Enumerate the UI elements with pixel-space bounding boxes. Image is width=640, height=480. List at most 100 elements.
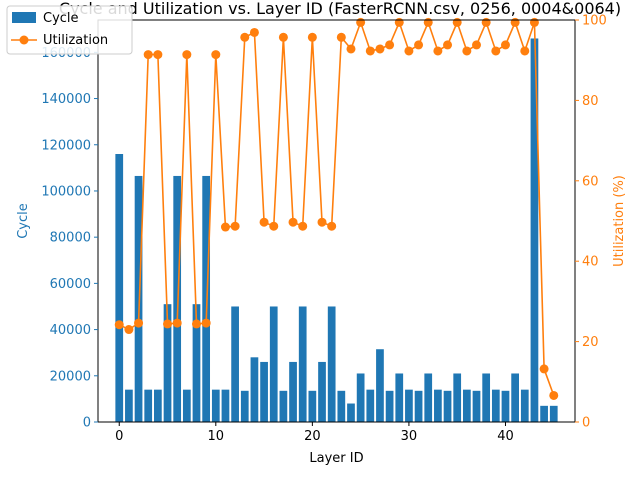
x-tick-label-30: 30 xyxy=(401,429,418,444)
utilization-point-28 xyxy=(385,40,395,50)
utilization-point-29 xyxy=(394,17,404,27)
y-right-tick-label-60: 60 xyxy=(582,174,599,189)
utilization-point-5 xyxy=(163,319,173,329)
utilization-point-12 xyxy=(230,221,240,231)
utilization-point-7 xyxy=(182,50,192,60)
utilization-point-6 xyxy=(172,318,182,328)
utilization-point-23 xyxy=(336,32,346,42)
bar-1 xyxy=(125,389,133,422)
x-tick-label-10: 10 xyxy=(208,429,225,444)
chart-title: Cycle and Utilization vs. Layer ID (Fast… xyxy=(59,0,621,18)
bar-16 xyxy=(269,306,278,422)
utilization-point-42 xyxy=(520,46,530,56)
bar-6 xyxy=(173,175,182,422)
axes: 0 10 20 30 40 0 20000 40000 60000 80000 100000 1200… xyxy=(16,14,627,467)
utilization-point-34 xyxy=(443,40,453,50)
bar-7 xyxy=(182,389,191,422)
bar-44 xyxy=(540,405,548,422)
x-tick-label-0: 0 xyxy=(115,429,123,444)
bar-45 xyxy=(549,405,558,422)
bar-11 xyxy=(221,389,230,422)
utilization-point-37 xyxy=(472,40,482,50)
bar-24 xyxy=(347,403,355,422)
utilization-point-21 xyxy=(317,217,327,227)
utilization-point-2 xyxy=(134,318,144,328)
bar-0 xyxy=(115,154,124,422)
utilization-point-1 xyxy=(124,325,134,335)
bar-41 xyxy=(511,373,519,422)
utilization-point-24 xyxy=(346,44,356,54)
utilization-point-18 xyxy=(288,217,298,227)
y-left-tick-label-40000: 40000 xyxy=(50,323,91,338)
bar-32 xyxy=(424,373,433,422)
y-left-tick-label-120000: 120000 xyxy=(41,138,91,153)
utilization-point-41 xyxy=(510,17,520,27)
bar-33 xyxy=(434,389,442,422)
y-left-tick-label-140000: 140000 xyxy=(41,92,91,107)
bar-37 xyxy=(472,390,481,422)
bar-29 xyxy=(395,373,404,422)
legend-label-utilization: Utilization xyxy=(43,33,108,48)
legend-box xyxy=(6,5,133,55)
bar-42 xyxy=(520,389,529,422)
bar-22 xyxy=(327,306,336,422)
utilization-point-13 xyxy=(240,32,250,42)
utilization-point-16 xyxy=(269,221,279,231)
plot-frame xyxy=(97,19,576,423)
bar-20 xyxy=(308,390,317,422)
legend-swatch-cycle xyxy=(12,12,36,23)
utilization-point-10 xyxy=(211,50,221,60)
bar-23 xyxy=(337,390,346,422)
bar-31 xyxy=(414,390,423,422)
y-left-tick-label-0: 0 xyxy=(83,416,91,431)
utilization-point-4 xyxy=(153,50,163,60)
utilization-point-44 xyxy=(539,364,549,374)
bar-40 xyxy=(501,390,510,422)
y-left-tick-label-20000: 20000 xyxy=(50,369,91,384)
bar-34 xyxy=(443,390,452,422)
utilization-point-8 xyxy=(191,319,201,329)
utilization-point-39 xyxy=(491,46,501,56)
legend-label-cycle: Cycle xyxy=(43,11,79,26)
y-right-axis-label: Utilization (%) xyxy=(612,175,627,267)
utilization-point-38 xyxy=(481,17,491,27)
utilization-point-14 xyxy=(249,27,259,37)
bar-28 xyxy=(385,390,394,422)
x-tick-label-20: 20 xyxy=(304,429,321,444)
utilization-point-27 xyxy=(375,44,385,54)
y-left-axis-label: Cycle xyxy=(16,203,31,239)
utilization-point-11 xyxy=(220,222,230,232)
bar-5 xyxy=(163,304,172,422)
utilization-point-17 xyxy=(278,32,288,42)
bar-10 xyxy=(211,389,220,422)
bar-9 xyxy=(202,175,211,422)
y-left-tick-label-60000: 60000 xyxy=(50,277,91,292)
utilization-point-9 xyxy=(201,318,211,328)
bar-21 xyxy=(318,361,326,422)
y-left-tick-label-100000: 100000 xyxy=(41,184,91,199)
utilization-line xyxy=(118,19,555,396)
y-right-tick-label-100: 100 xyxy=(582,14,607,29)
bar-17 xyxy=(279,390,288,422)
utilization-point-25 xyxy=(356,17,366,27)
bar-8 xyxy=(192,304,201,422)
utilization-point-3 xyxy=(143,50,153,60)
utilization-point-22 xyxy=(327,221,337,231)
bar-4 xyxy=(154,389,162,422)
utilization-point-32 xyxy=(423,17,433,27)
legend: Cycle Utilization xyxy=(6,5,133,55)
utilization-point-36 xyxy=(462,46,472,56)
utilization-point-43 xyxy=(529,17,539,27)
bar-15 xyxy=(260,361,268,422)
bar-19 xyxy=(298,306,307,422)
bar-43 xyxy=(530,38,539,422)
bar-25 xyxy=(356,373,365,422)
bar-series xyxy=(115,38,558,422)
y-right-tick-label-0: 0 xyxy=(582,416,590,431)
bar-18 xyxy=(289,361,297,422)
utilization-point-30 xyxy=(404,46,414,56)
utilization-point-40 xyxy=(500,40,510,50)
bar-12 xyxy=(231,306,239,422)
utilization-point-35 xyxy=(452,17,462,27)
